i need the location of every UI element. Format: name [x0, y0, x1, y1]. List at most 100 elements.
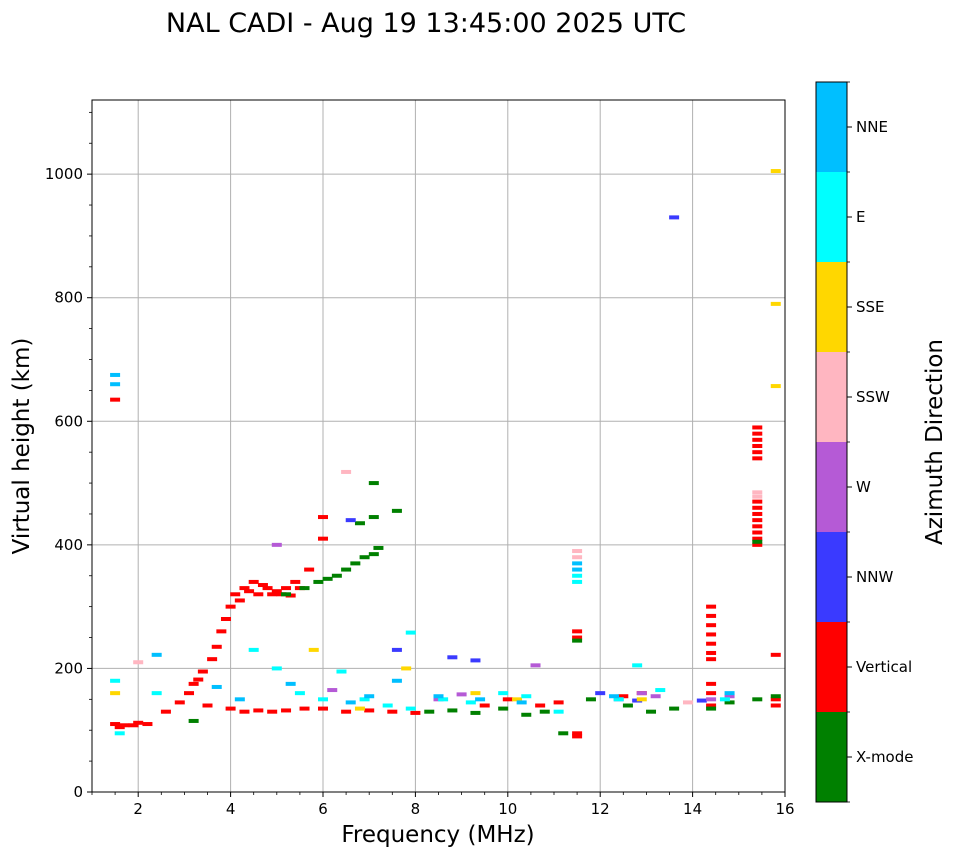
- data-point: [572, 573, 583, 578]
- data-point: [572, 635, 583, 640]
- data-point: [752, 490, 763, 495]
- x-axis-label: Frequency (MHz): [341, 822, 534, 848]
- data-point: [752, 494, 763, 499]
- data-point: [281, 592, 292, 597]
- data-point: [752, 444, 763, 448]
- data-point: [595, 691, 606, 696]
- data-point: [752, 499, 763, 504]
- data-point: [572, 638, 583, 643]
- data-point: [433, 694, 444, 699]
- data-point: [331, 573, 342, 578]
- data-point: [114, 731, 125, 736]
- data-point: [572, 629, 583, 634]
- x-tick-label: 2: [133, 800, 143, 818]
- data-point: [230, 592, 241, 597]
- data-point: [706, 650, 717, 655]
- data-point: [475, 697, 486, 702]
- data-point: [110, 722, 121, 727]
- data-point: [133, 660, 144, 665]
- data-point: [345, 518, 356, 523]
- data-point: [585, 697, 596, 702]
- colorbar-segment: [816, 442, 847, 532]
- x-axis-ticks: 2 4 6 8 10 12 14 16: [91, 792, 795, 818]
- data-point: [512, 697, 523, 702]
- colorbar-tick-label: W: [856, 478, 871, 496]
- data-point: [752, 524, 763, 529]
- data-point: [294, 691, 305, 696]
- data-point: [225, 706, 236, 711]
- data-point: [188, 681, 199, 686]
- data-point: [447, 708, 458, 713]
- data-point: [521, 712, 532, 717]
- data-point: [368, 481, 379, 486]
- data-point: [696, 698, 707, 703]
- series-e: [110, 573, 730, 736]
- data-point: [706, 681, 717, 686]
- data-point: [387, 709, 398, 714]
- y-axis-ticks: 0 200 400 600 800 1000: [45, 111, 92, 801]
- data-point: [706, 613, 717, 618]
- data-point: [770, 301, 781, 306]
- data-point: [318, 515, 328, 520]
- data-point: [752, 425, 763, 430]
- data-point: [207, 657, 218, 662]
- colorbar-tick-label: E: [856, 208, 865, 226]
- data-point: [752, 511, 763, 516]
- data-point: [345, 700, 356, 705]
- data-point: [706, 604, 717, 609]
- data-point: [299, 586, 310, 591]
- series-nne: [110, 372, 735, 705]
- data-points: [110, 169, 781, 739]
- data-point: [327, 688, 338, 693]
- data-point: [382, 703, 393, 708]
- series-w: [271, 542, 735, 702]
- colorbar-tick-label: SSE: [856, 298, 885, 316]
- colorbar-label: Azimuth Direction: [922, 339, 948, 545]
- y-tick-label: 0: [73, 783, 83, 801]
- data-point: [234, 598, 245, 603]
- data-point: [752, 505, 763, 510]
- data-point: [359, 555, 370, 560]
- data-point: [354, 521, 365, 526]
- data-point: [572, 579, 583, 584]
- data-point: [271, 666, 282, 671]
- data-point: [724, 700, 735, 705]
- data-point: [456, 692, 467, 697]
- data-point: [253, 592, 264, 597]
- data-point: [193, 677, 204, 682]
- data-point: [706, 697, 717, 702]
- data-point: [553, 709, 564, 714]
- data-point: [719, 697, 730, 702]
- data-point: [299, 706, 310, 711]
- y-tick-label: 400: [54, 536, 83, 554]
- colorbar-segment: [816, 352, 847, 442]
- data-point: [341, 709, 352, 714]
- data-point: [613, 697, 624, 702]
- x-tick-label: 4: [226, 800, 236, 818]
- data-point: [281, 708, 292, 713]
- x-tick-label: 6: [318, 800, 328, 818]
- data-point: [752, 450, 763, 455]
- data-point: [558, 731, 569, 736]
- data-point: [752, 539, 763, 544]
- series-nnw: [345, 215, 707, 703]
- data-point: [465, 700, 476, 705]
- data-point: [572, 561, 583, 566]
- data-point: [350, 561, 361, 566]
- data-point: [636, 691, 647, 696]
- colorbar-tick-label: NNW: [856, 568, 893, 586]
- data-point: [290, 579, 301, 584]
- x-tick-label: 12: [591, 800, 610, 818]
- data-point: [391, 647, 402, 652]
- data-point: [267, 592, 278, 597]
- data-point: [752, 456, 763, 461]
- data-point: [220, 617, 231, 621]
- data-point: [752, 437, 763, 442]
- data-point: [706, 632, 717, 637]
- data-point: [618, 694, 629, 699]
- data-point: [405, 630, 416, 635]
- data-point: [271, 542, 282, 547]
- data-point: [313, 579, 324, 584]
- data-point: [281, 586, 292, 591]
- data-point: [669, 706, 680, 711]
